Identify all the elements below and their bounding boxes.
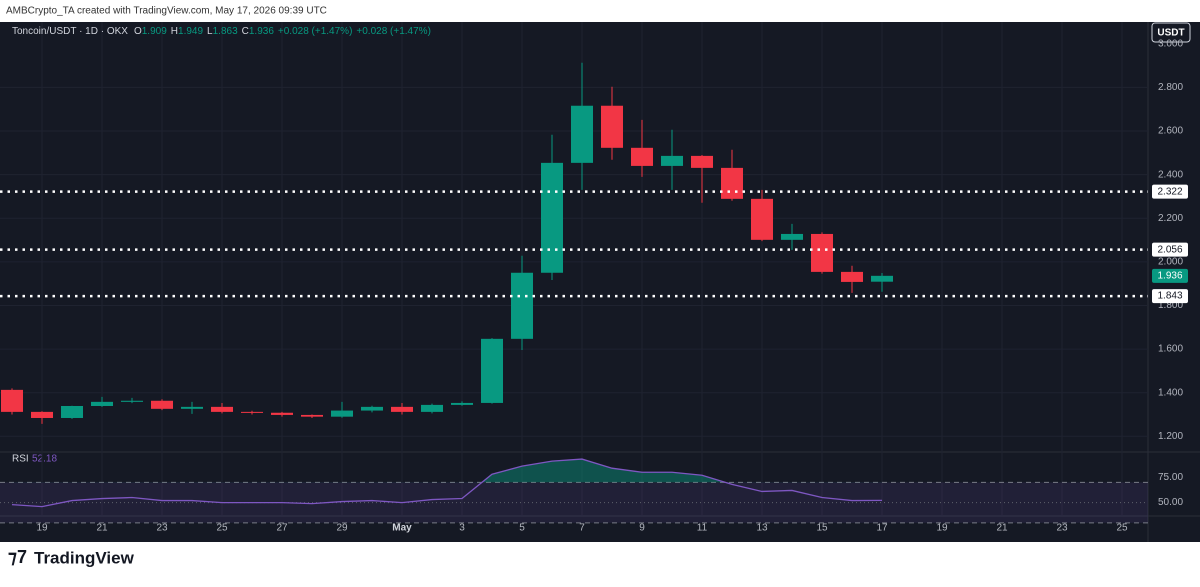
y-tick-label: 1.800: [1158, 300, 1183, 311]
x-tick-label: 5: [519, 523, 525, 534]
rsi-value: 52.18: [32, 454, 57, 465]
legend: Toncoin/USDT · 1D · OKX O1.909 H1.949 L1.86…: [12, 26, 431, 37]
candle-body: [751, 198, 773, 240]
candle-body: [481, 338, 503, 403]
header-text: AMBCrypto_TA created with TradingView.co…: [6, 6, 327, 17]
y-tick-label: 2.800: [1158, 82, 1183, 93]
candle-body: [421, 404, 443, 412]
candle-body: [331, 410, 353, 417]
candle-body: [241, 411, 263, 413]
candle-body: [721, 167, 743, 199]
y-tick-label: 2.000: [1158, 256, 1183, 267]
candle-body: [271, 412, 293, 415]
candle-body: [781, 233, 803, 240]
legend-value: 1.909: [142, 26, 167, 37]
candle-body: [571, 105, 593, 163]
rsi-line: [11, 458, 883, 508]
brand-name: TradingView: [34, 548, 135, 567]
y-tick-label: 1.400: [1158, 387, 1183, 398]
last-price-label: 1.936: [1157, 270, 1182, 281]
x-tick-label: 7: [579, 523, 585, 534]
legend-value: 1.949: [178, 26, 203, 37]
candle-body: [451, 402, 473, 405]
y-tick-label: 2.400: [1158, 169, 1183, 180]
last-price-box: [1152, 268, 1188, 283]
candle-body: [811, 233, 833, 272]
x-tick-label: 11: [697, 523, 708, 534]
x-tick-label: 13: [756, 523, 768, 534]
legend-value: 1.936: [249, 26, 274, 37]
legend-key: H: [171, 26, 178, 37]
candle-body: [601, 105, 623, 148]
x-tick-label: 19: [936, 523, 948, 534]
level-label: 2.322: [1157, 186, 1182, 197]
overbought-fill: [482, 459, 726, 483]
candle-body: [211, 406, 233, 412]
level-label-box: [1152, 184, 1188, 199]
level-label-box: [1152, 242, 1188, 257]
y-tick-label: 2.600: [1158, 126, 1183, 137]
level-label-box: [1152, 289, 1188, 304]
x-tick-label: 15: [816, 523, 828, 534]
legend-key: L: [207, 26, 213, 37]
candle-body: [631, 147, 653, 166]
candle-body: [91, 401, 113, 406]
y-tick-label: 2.200: [1158, 213, 1183, 224]
legend-symbol: Toncoin/USDT · 1D · OKX: [12, 26, 128, 37]
legend-key: O: [134, 26, 142, 37]
x-tick-label: 3: [459, 523, 465, 534]
candle-body: [691, 155, 713, 168]
legend-key: C: [242, 26, 249, 37]
legend-change: +0.028 (+1.47%): [278, 26, 353, 37]
rsi-tick-label: 75.00: [1158, 472, 1183, 483]
x-tick-label: 9: [639, 523, 645, 534]
x-tick-label: May: [392, 523, 412, 534]
candle-body: [511, 272, 533, 339]
x-tick-label: 25: [1116, 523, 1128, 534]
rsi-name: RSI: [12, 454, 29, 465]
candle-body: [61, 405, 83, 418]
rsi-tick-label: 50.00: [1158, 497, 1183, 508]
y-tick-label: 1.200: [1158, 431, 1183, 442]
x-tick-label: 29: [336, 523, 348, 534]
x-tick-label: 27: [276, 523, 288, 534]
brand-logo: ⁊7: [8, 547, 27, 567]
candle-body: [541, 162, 563, 273]
candle-body: [1, 389, 23, 412]
level-label: 2.056: [1157, 244, 1182, 255]
candle-body: [361, 406, 383, 411]
x-tick-label: 25: [216, 523, 228, 534]
x-tick-label: 23: [156, 523, 168, 534]
candle-body: [121, 400, 143, 402]
legend-value: 1.863: [213, 26, 238, 37]
currency-label[interactable]: USDT: [1157, 28, 1184, 39]
candle-body: [151, 400, 173, 409]
legend-change: +0.028 (+1.47%): [356, 26, 431, 37]
level-label: 1.843: [1157, 291, 1182, 302]
candle-body: [391, 406, 413, 412]
price-tick-label: 3.000: [1158, 39, 1183, 50]
candle-body: [841, 271, 863, 282]
candle-body: [181, 406, 203, 409]
candle-body: [31, 411, 53, 418]
candle-body: [301, 414, 323, 417]
y-tick-label: 1.600: [1158, 344, 1183, 355]
x-tick-label: 21: [96, 523, 108, 534]
x-tick-label: 21: [996, 523, 1008, 534]
x-tick-label: 17: [876, 523, 888, 534]
x-tick-label: 23: [1056, 523, 1068, 534]
candle-body: [871, 275, 893, 282]
header-bar: [0, 0, 1200, 22]
candle-body: [661, 155, 683, 166]
x-tick-label: 19: [36, 523, 48, 534]
currency-button[interactable]: [1151, 22, 1191, 43]
chart-background: [0, 22, 1200, 542]
